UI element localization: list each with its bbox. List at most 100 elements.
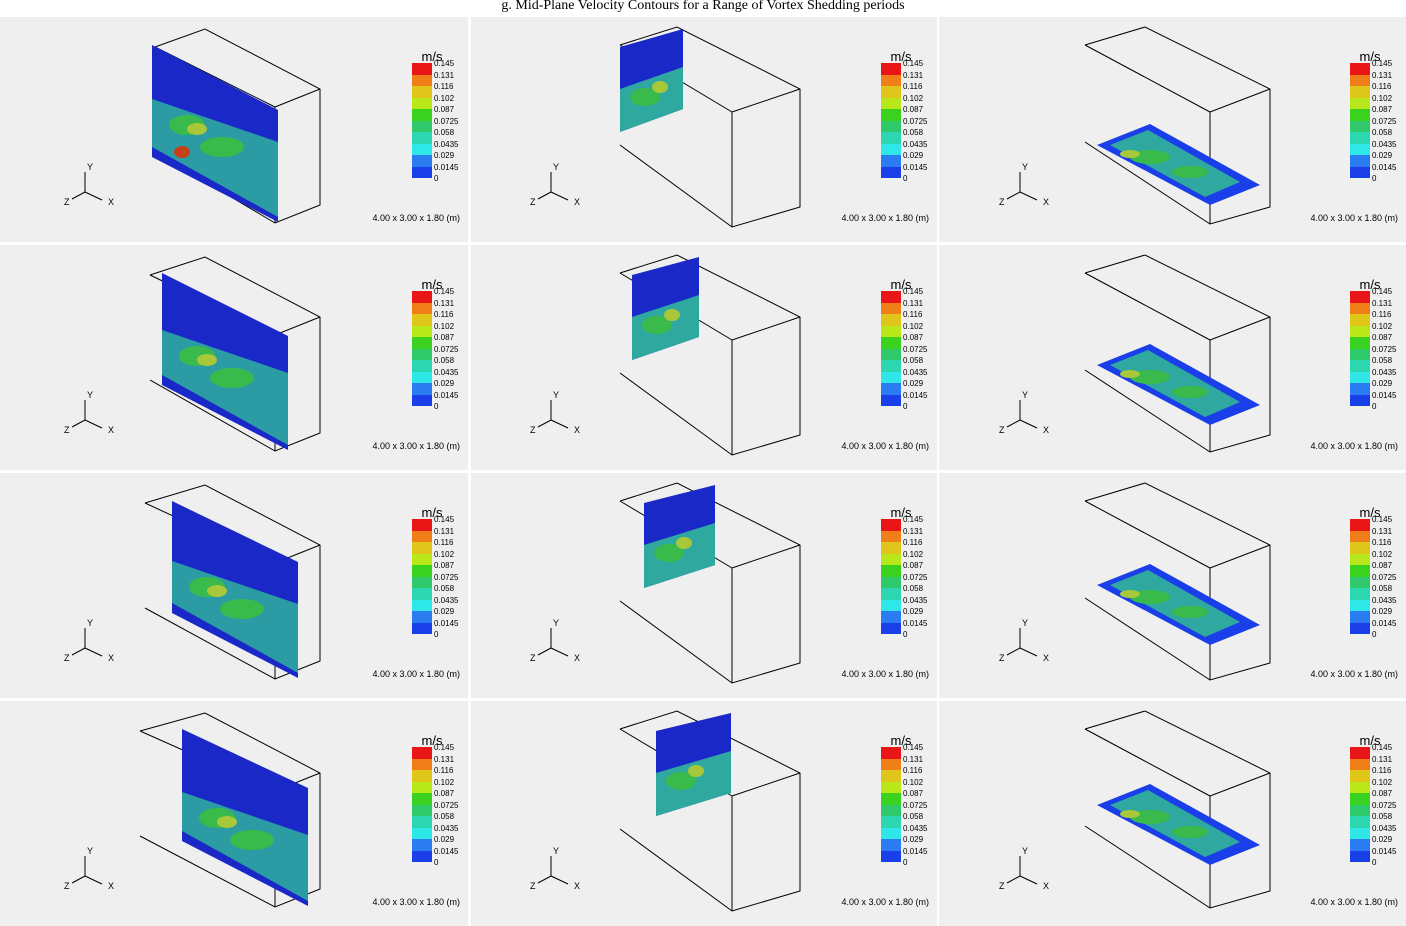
legend-swatch [881, 576, 901, 588]
legend-swatch [881, 553, 901, 565]
legend-swatch [412, 74, 432, 86]
legend-swatch [412, 816, 432, 828]
legend-swatch [412, 325, 432, 337]
legend-tick-label: 0.102 [434, 321, 455, 331]
legend-tick-label: 0.116 [434, 766, 454, 775]
legend-tick-label: 0 [434, 174, 439, 183]
legend-tick-label: 0.131 [1372, 754, 1393, 764]
legend-swatch [412, 291, 432, 303]
legend-swatch [412, 565, 432, 577]
legend-tick-label: 0.102 [434, 777, 455, 787]
legend-tick-label: 0.145 [903, 515, 924, 524]
legend-swatch [1350, 360, 1370, 372]
legend-tick-label: 0.102 [1372, 549, 1393, 559]
legend-swatch [881, 565, 901, 577]
legend-tick-label: 0.0435 [434, 367, 459, 377]
legend-tick-label: 0.0145 [434, 162, 459, 172]
axis-y-label: Y [1022, 846, 1028, 856]
axes-triad: X Y Z [526, 390, 596, 445]
legend-tick-label: 0.0435 [1372, 823, 1397, 833]
domain-dimensions: 4.00 x 3.00 x 1.80 (m) [841, 213, 929, 223]
legend-tick-label: 0.145 [1372, 59, 1393, 68]
legend-tick-label: 0.058 [903, 356, 924, 365]
legend-swatch [881, 74, 901, 86]
legend-tick-label: 0.0145 [1372, 162, 1397, 172]
legend-tick-label: 0.0145 [903, 618, 928, 628]
legend-swatch [1350, 588, 1370, 600]
axes-triad: X Y Z [995, 162, 1065, 217]
legend-unit: m/s [1359, 49, 1381, 64]
legend-tick-label: 0.145 [1372, 515, 1393, 524]
legend-swatch [1350, 337, 1370, 349]
legend-swatch [881, 747, 901, 759]
legend-swatch [881, 530, 901, 542]
axis-y-label: Y [87, 618, 93, 628]
domain-dimensions: 4.00 x 3.00 x 1.80 (m) [841, 441, 929, 451]
axes-triad: X Y Z [60, 618, 130, 673]
legend-tick-label: 0.131 [1372, 70, 1393, 80]
legend-swatch [881, 394, 901, 406]
box-render [1084, 26, 1271, 225]
legend-tick-label: 0.087 [903, 789, 924, 798]
domain-dimensions: 4.00 x 3.00 x 1.80 (m) [372, 897, 460, 907]
legend-swatch [1350, 793, 1370, 805]
legend-unit: m/s [890, 277, 912, 292]
legend-tick-label: 0.131 [1372, 298, 1393, 308]
legend-swatch [881, 314, 901, 326]
legend-unit: m/s [421, 277, 443, 292]
legend-swatch [412, 63, 432, 75]
legend-tick-label: 0.029 [903, 379, 924, 388]
legend-tick-label: 0.0725 [903, 344, 928, 354]
legend-swatch [412, 371, 432, 383]
legend-tick-label: 0.102 [1372, 321, 1393, 331]
legend-swatch [881, 588, 901, 600]
axis-x-label: X [1043, 653, 1049, 663]
legend-tick-label: 0.058 [903, 584, 924, 593]
legend-tick-label: 0.0725 [434, 116, 459, 126]
legend-tick-label: 0 [434, 402, 439, 411]
box-render [619, 26, 801, 228]
legend-swatch [881, 519, 901, 531]
legend-tick-label: 0.087 [903, 333, 924, 342]
legend-tick-label: 0.0145 [1372, 846, 1397, 856]
axis-z-label: Z [64, 881, 70, 891]
legend-tick-label: 0 [434, 858, 439, 867]
domain-dimensions: 4.00 x 3.00 x 1.80 (m) [1310, 897, 1398, 907]
legend-tick-label: 0.102 [434, 549, 455, 559]
legend-swatch [1350, 132, 1370, 144]
legend-tick-label: 0.058 [903, 128, 924, 137]
legend-swatch [1350, 166, 1370, 178]
legend-swatch [412, 120, 432, 132]
legend-tick-label: 0.116 [903, 538, 923, 547]
legend-tick-label: 0.058 [903, 812, 924, 821]
legend-swatch [412, 132, 432, 144]
box-render [619, 710, 801, 912]
legend-swatch [881, 599, 901, 611]
legend-tick-label: 0.102 [1372, 93, 1393, 103]
legend-swatch [881, 383, 901, 395]
axis-x-label: X [108, 425, 114, 435]
axes-triad: X Y Z [60, 162, 130, 217]
legend-tick-label: 0.0435 [903, 595, 928, 605]
legend-tick-label: 0.0435 [434, 823, 459, 833]
box-render [149, 256, 321, 452]
legend-tick-label: 0.029 [434, 151, 455, 160]
legend-tick-label: 0.145 [434, 287, 455, 296]
legend-unit: m/s [890, 49, 912, 64]
axes-triad: X Y Z [995, 846, 1065, 901]
axis-x-label: X [108, 197, 114, 207]
legend-swatch [412, 86, 432, 98]
legend-swatch [881, 360, 901, 372]
legend-tick-label: 0.131 [903, 526, 924, 536]
axis-y-label: Y [87, 162, 93, 172]
legend-tick-label: 0.102 [903, 777, 924, 787]
legend-unit: m/s [890, 733, 912, 748]
legend-swatch [412, 611, 432, 623]
axis-x-label: X [1043, 197, 1049, 207]
legend-swatch [412, 576, 432, 588]
legend-swatch [881, 120, 901, 132]
